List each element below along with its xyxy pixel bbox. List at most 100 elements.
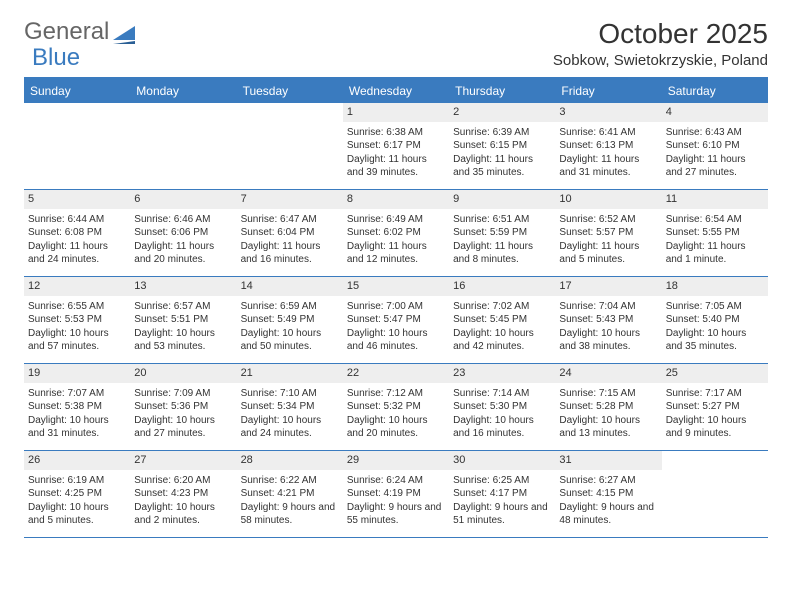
day-cell: 22Sunrise: 7:12 AMSunset: 5:32 PMDayligh… xyxy=(343,364,449,450)
day-number: 26 xyxy=(24,451,130,470)
day-header: Sunday xyxy=(24,79,130,103)
location-text: Sobkow, Swietokrzyskie, Poland xyxy=(553,52,768,69)
sunrise-text: Sunrise: 7:10 AM xyxy=(241,387,339,401)
day-number: 4 xyxy=(662,103,768,122)
daylight-text: Daylight: 9 hours and 58 minutes. xyxy=(241,501,339,528)
day-cell: 13Sunrise: 6:57 AMSunset: 5:51 PMDayligh… xyxy=(130,277,236,363)
day-number: 20 xyxy=(130,364,236,383)
daylight-text: Daylight: 11 hours and 31 minutes. xyxy=(559,153,657,180)
brand-logo-icon xyxy=(113,23,135,41)
day-cell: 16Sunrise: 7:02 AMSunset: 5:45 PMDayligh… xyxy=(449,277,555,363)
day-cell: 11Sunrise: 6:54 AMSunset: 5:55 PMDayligh… xyxy=(662,190,768,276)
daylight-text: Daylight: 10 hours and 5 minutes. xyxy=(28,501,126,528)
daylight-text: Daylight: 10 hours and 38 minutes. xyxy=(559,327,657,354)
title-block: October 2025 Sobkow, Swietokrzyskie, Pol… xyxy=(553,18,768,69)
brand-blue: Blue xyxy=(32,44,80,72)
day-number: 31 xyxy=(555,451,661,470)
sunset-text: Sunset: 5:38 PM xyxy=(28,400,126,414)
day-header-row: SundayMondayTuesdayWednesdayThursdayFrid… xyxy=(24,79,768,103)
day-cell xyxy=(662,451,768,537)
day-header: Wednesday xyxy=(343,79,449,103)
sunset-text: Sunset: 6:13 PM xyxy=(559,139,657,153)
day-cell: 24Sunrise: 7:15 AMSunset: 5:28 PMDayligh… xyxy=(555,364,661,450)
day-cell: 31 Sunrise: 6:27 AMSunset: 4:15 PMDayligh… xyxy=(555,451,661,537)
day-cell: 8Sunrise: 6:49 AMSunset: 6:02 PMDaylight… xyxy=(343,190,449,276)
sunset-text: Sunset: 5:34 PM xyxy=(241,400,339,414)
day-number: 5 xyxy=(24,190,130,209)
sunset-text: Sunset: 5:27 PM xyxy=(666,400,764,414)
daylight-text: Daylight: 11 hours and 1 minute. xyxy=(666,240,764,267)
sunrise-text: Sunrise: 6:39 AM xyxy=(453,126,551,140)
sunrise-text: Sunrise: 6:49 AM xyxy=(347,213,445,227)
day-cell: 29Sunrise: 6:24 AMSunset: 4:19 PMDayligh… xyxy=(343,451,449,537)
sunset-text: Sunset: 6:15 PM xyxy=(453,139,551,153)
sunset-text: Sunset: 4:19 PM xyxy=(347,487,445,501)
daylight-text: Daylight: 11 hours and 35 minutes. xyxy=(453,153,551,180)
sunrise-text: Sunrise: 6:20 AM xyxy=(134,474,232,488)
sunrise-text: Sunrise: 6:27 AM xyxy=(559,474,657,488)
day-cell: 21 Sunrise: 7:10 AMSunset: 5:34 PMDayligh… xyxy=(237,364,343,450)
daylight-text: Daylight: 11 hours and 20 minutes. xyxy=(134,240,232,267)
daylight-text: Daylight: 10 hours and 53 minutes. xyxy=(134,327,232,354)
daylight-text: Daylight: 10 hours and 46 minutes. xyxy=(347,327,445,354)
day-number: 16 xyxy=(449,277,555,296)
day-number: 29 xyxy=(343,451,449,470)
day-cell: 28Sunrise: 6:22 AMSunset: 4:21 PMDayligh… xyxy=(237,451,343,537)
sunset-text: Sunset: 4:25 PM xyxy=(28,487,126,501)
day-number: 18 xyxy=(662,277,768,296)
daylight-text: Daylight: 11 hours and 5 minutes. xyxy=(559,240,657,267)
daylight-text: Daylight: 10 hours and 9 minutes. xyxy=(666,414,764,441)
sunrise-text: Sunrise: 7:07 AM xyxy=(28,387,126,401)
sunrise-text: Sunrise: 7:04 AM xyxy=(559,300,657,314)
day-number: 21 xyxy=(237,364,343,383)
sunset-text: Sunset: 4:23 PM xyxy=(134,487,232,501)
day-cell: 18Sunrise: 7:05 AMSunset: 5:40 PMDayligh… xyxy=(662,277,768,363)
day-number: 2 xyxy=(449,103,555,122)
day-header: Saturday xyxy=(662,79,768,103)
daylight-text: Daylight: 10 hours and 50 minutes. xyxy=(241,327,339,354)
sunset-text: Sunset: 5:30 PM xyxy=(453,400,551,414)
sunrise-text: Sunrise: 7:02 AM xyxy=(453,300,551,314)
daylight-text: Daylight: 9 hours and 48 minutes. xyxy=(559,501,657,528)
day-number: 13 xyxy=(130,277,236,296)
sunset-text: Sunset: 5:32 PM xyxy=(347,400,445,414)
sunset-text: Sunset: 5:36 PM xyxy=(134,400,232,414)
sunrise-text: Sunrise: 6:41 AM xyxy=(559,126,657,140)
day-header: Thursday xyxy=(449,79,555,103)
sunset-text: Sunset: 5:59 PM xyxy=(453,226,551,240)
sunrise-text: Sunrise: 7:00 AM xyxy=(347,300,445,314)
day-cell xyxy=(130,103,236,189)
month-title: October 2025 xyxy=(553,18,768,50)
sunrise-text: Sunrise: 6:43 AM xyxy=(666,126,764,140)
sunset-text: Sunset: 5:45 PM xyxy=(453,313,551,327)
sunrise-text: Sunrise: 6:57 AM xyxy=(134,300,232,314)
daylight-text: Daylight: 10 hours and 31 minutes. xyxy=(28,414,126,441)
sunrise-text: Sunrise: 7:14 AM xyxy=(453,387,551,401)
week-row: 5Sunrise: 6:44 AMSunset: 6:08 PMDaylight… xyxy=(24,190,768,277)
sunset-text: Sunset: 4:21 PM xyxy=(241,487,339,501)
day-number: 19 xyxy=(24,364,130,383)
day-header: Friday xyxy=(555,79,661,103)
day-cell: 27Sunrise: 6:20 AMSunset: 4:23 PMDayligh… xyxy=(130,451,236,537)
sunset-text: Sunset: 5:28 PM xyxy=(559,400,657,414)
sunset-text: Sunset: 4:15 PM xyxy=(559,487,657,501)
day-cell: 30Sunrise: 6:25 AMSunset: 4:17 PMDayligh… xyxy=(449,451,555,537)
sunrise-text: Sunrise: 6:38 AM xyxy=(347,126,445,140)
sunrise-text: Sunrise: 7:15 AM xyxy=(559,387,657,401)
day-number: 15 xyxy=(343,277,449,296)
day-number: 7 xyxy=(237,190,343,209)
day-cell xyxy=(237,103,343,189)
sunrise-text: Sunrise: 6:52 AM xyxy=(559,213,657,227)
day-cell: 20Sunrise: 7:09 AMSunset: 5:36 PMDayligh… xyxy=(130,364,236,450)
sunrise-text: Sunrise: 6:19 AM xyxy=(28,474,126,488)
day-number: 10 xyxy=(555,190,661,209)
daylight-text: Daylight: 10 hours and 13 minutes. xyxy=(559,414,657,441)
daylight-text: Daylight: 9 hours and 51 minutes. xyxy=(453,501,551,528)
day-cell: 12Sunrise: 6:55 AMSunset: 5:53 PMDayligh… xyxy=(24,277,130,363)
daylight-text: Daylight: 10 hours and 24 minutes. xyxy=(241,414,339,441)
day-cell: 19 Sunrise: 7:07 AMSunset: 5:38 PMDayligh… xyxy=(24,364,130,450)
daylight-text: Daylight: 9 hours and 55 minutes. xyxy=(347,501,445,528)
day-cell: 1Sunrise: 6:38 AMSunset: 6:17 PMDaylight… xyxy=(343,103,449,189)
day-cell: 17Sunrise: 7:04 AMSunset: 5:43 PMDayligh… xyxy=(555,277,661,363)
sunset-text: Sunset: 5:43 PM xyxy=(559,313,657,327)
